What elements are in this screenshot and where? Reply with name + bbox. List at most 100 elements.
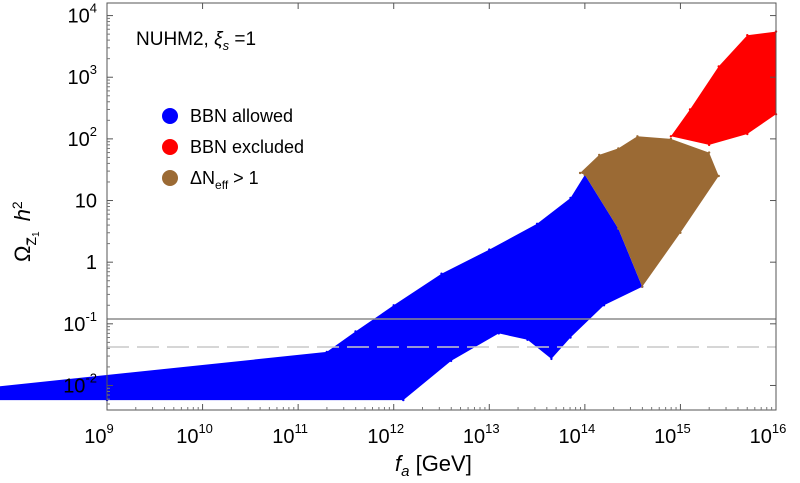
y-tick-label: 1 xyxy=(86,252,97,274)
y-tick-exponent: 4 xyxy=(90,1,97,16)
x-tick-base: 10 xyxy=(176,426,198,448)
point-delta-neff xyxy=(669,137,673,141)
x-tick-label: 1013 xyxy=(463,421,500,448)
point-delta-neff xyxy=(679,231,682,234)
point-delta-neff xyxy=(578,171,582,175)
x-tick-exponent: 16 xyxy=(772,421,786,436)
point-bbn-excluded xyxy=(707,143,711,147)
point-bbn-excluded xyxy=(717,65,720,68)
point-delta-neff xyxy=(707,151,711,154)
legend-label-bbn-allowed: BBN allowed xyxy=(190,106,293,126)
point-bbn-allowed xyxy=(440,272,443,275)
panel-label-prefix: NUHM2, xyxy=(136,29,214,50)
legend-delta-n-sub: eff xyxy=(215,178,229,192)
y-tick-exponent: 3 xyxy=(90,62,97,77)
y-tick-label: 10-1 xyxy=(63,309,97,336)
y-tick-label: 10 xyxy=(75,191,97,213)
point-delta-neff xyxy=(598,153,601,157)
x-tick-base: 10 xyxy=(84,426,106,448)
x-tick-label: 109 xyxy=(84,421,113,448)
point-bbn-allowed xyxy=(354,330,357,333)
x-tick-label: 1015 xyxy=(654,421,691,448)
region-bbn-allowed xyxy=(0,174,643,401)
x-axis-label: fa [GeV] xyxy=(395,451,472,480)
x-tick-label: 1014 xyxy=(558,421,595,448)
y-tick-exponent: 2 xyxy=(90,124,97,139)
x-axis-symbol: f xyxy=(395,451,404,476)
x-tick-label: 1016 xyxy=(750,421,787,448)
panel-label: NUHM2, ξs =1 xyxy=(136,29,256,53)
region-delta-neff xyxy=(580,136,719,287)
x-tick-label: 1012 xyxy=(367,421,404,448)
y-tick-label: 102 xyxy=(68,124,97,151)
point-bbn-allowed xyxy=(550,357,553,361)
x-tick-label: 1010 xyxy=(176,421,213,448)
x-tick-label: 1011 xyxy=(272,421,308,448)
point-bbn-allowed xyxy=(325,350,328,354)
y-tick-exponent: -2 xyxy=(85,370,97,385)
y-axis-h: h xyxy=(10,209,35,227)
y-tick-base: 10 xyxy=(68,6,90,28)
x-tick-exponent: 9 xyxy=(107,421,114,436)
x-tick-exponent: 14 xyxy=(581,421,595,436)
point-delta-neff xyxy=(717,174,720,178)
point-delta-neff xyxy=(636,135,639,138)
legend-label-bbn-excluded: BBN excluded xyxy=(190,137,304,157)
panel-label-suffix: =1 xyxy=(229,29,256,50)
legend-marker-bbn-excluded xyxy=(162,139,178,155)
point-bbn-allowed xyxy=(497,332,500,335)
point-bbn-excluded xyxy=(746,34,749,37)
y-axis-subscript: Z xyxy=(23,237,39,246)
y-tick-base: 10 xyxy=(63,314,85,336)
point-bbn-allowed xyxy=(602,304,606,307)
legend-delta-n: ΔN xyxy=(190,168,215,188)
x-axis-unit: [GeV] xyxy=(409,451,471,476)
x-axis-subscript: a xyxy=(401,463,409,480)
point-bbn-excluded xyxy=(746,132,749,136)
point-bbn-allowed xyxy=(392,304,395,307)
y-axis-omega: Ω xyxy=(10,246,35,262)
data-regions xyxy=(0,30,778,402)
x-tick-exponent: 10 xyxy=(198,421,212,436)
y-axis-label: ΩZ1 h2 ~ xyxy=(9,201,42,262)
point-bbn-allowed xyxy=(449,359,453,363)
point-bbn-allowed xyxy=(535,222,539,225)
point-delta-neff xyxy=(583,173,587,177)
point-bbn-allowed xyxy=(569,336,572,339)
reference-lines xyxy=(107,318,776,348)
x-tick-base: 10 xyxy=(272,426,294,448)
x-tick-base: 10 xyxy=(654,426,676,448)
y-axis-subsubscript: 1 xyxy=(31,231,42,237)
point-delta-neff xyxy=(641,285,644,288)
legend: BBN allowed BBN excluded ΔNeff > 1 xyxy=(162,106,304,192)
region-bbn-excluded xyxy=(670,31,776,145)
y-tick-label: 104 xyxy=(68,1,97,28)
y-axis-tilde: ~ xyxy=(20,238,35,246)
x-tick-base: 10 xyxy=(463,426,485,448)
legend-marker-delta-neff xyxy=(162,170,178,186)
point-bbn-allowed xyxy=(488,248,491,251)
y-tick-base: 10 xyxy=(63,375,85,397)
y-axis-label-text: ΩZ1 h2 xyxy=(9,201,42,262)
x-tick-exponent: 11 xyxy=(295,421,309,436)
point-bbn-excluded xyxy=(669,135,673,138)
y-tick-base: 10 xyxy=(75,191,97,213)
x-tick-labels: 109 1010 1011 1012 1013 1014 1015 1016 xyxy=(84,421,786,448)
panel-label-subscript: s xyxy=(223,38,230,53)
y-tick-base: 1 xyxy=(86,252,97,274)
y-axis-power: 2 xyxy=(9,201,25,209)
point-bbn-allowed xyxy=(569,196,572,200)
point-bbn-allowed xyxy=(526,338,529,341)
point-bbn-allowed xyxy=(402,398,405,402)
y-tick-exponent: -1 xyxy=(85,309,97,324)
x-tick-base: 10 xyxy=(367,426,389,448)
x-tick-exponent: 13 xyxy=(485,421,499,436)
ticks xyxy=(106,3,777,410)
x-tick-base: 10 xyxy=(750,426,772,448)
x-tick-base: 10 xyxy=(558,426,580,448)
y-tick-base: 10 xyxy=(68,67,90,89)
y-tick-label: 103 xyxy=(68,62,97,89)
